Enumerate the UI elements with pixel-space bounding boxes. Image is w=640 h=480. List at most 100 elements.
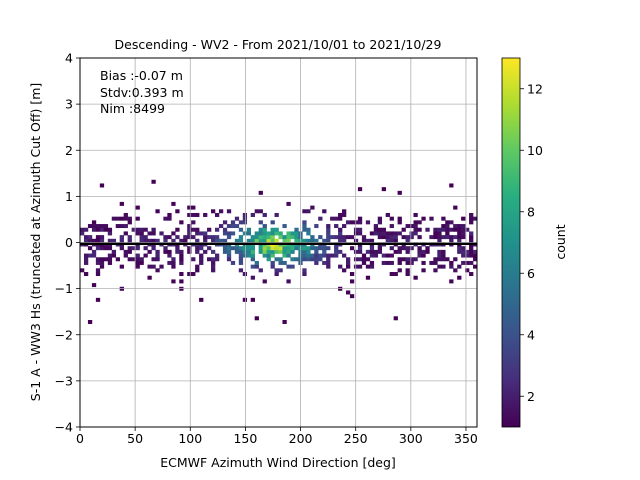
heatmap-cell — [199, 257, 204, 262]
heatmap-cell — [163, 249, 168, 254]
heatmap-cell — [238, 257, 244, 262]
heatmap-cell — [103, 246, 109, 251]
heatmap-cell — [421, 249, 426, 254]
heatmap-cell — [191, 257, 196, 262]
heatmap-cell — [274, 212, 279, 217]
heatmap-cell — [83, 227, 89, 232]
x-tick-label: 200 — [289, 431, 313, 446]
heatmap-cell — [139, 227, 144, 232]
heatmap-cell — [357, 257, 363, 262]
heatmap-cell — [270, 253, 275, 258]
heatmap-cell — [203, 249, 208, 254]
heatmap-cell — [357, 246, 363, 251]
heatmap-cell — [139, 257, 144, 262]
heatmap-cell — [306, 227, 311, 232]
heatmap-cell — [417, 253, 422, 258]
y-tick-label: −4 — [55, 420, 73, 435]
heatmap-cell — [262, 235, 267, 240]
heatmap-cell — [405, 246, 410, 251]
heatmap-cell — [195, 264, 200, 269]
heatmap-cell — [274, 238, 279, 243]
heatmap-cell — [214, 235, 220, 240]
heatmap-cell — [330, 253, 335, 258]
heatmap-cell — [127, 249, 132, 254]
heatmap-cell — [266, 253, 271, 258]
heatmap-cell — [222, 231, 228, 236]
heatmap-cell — [469, 220, 474, 225]
heatmap-cell — [91, 283, 97, 288]
heatmap-cell — [83, 272, 89, 277]
heatmap-cell — [429, 260, 434, 265]
heatmap-cell — [294, 257, 299, 262]
heatmap-cell — [87, 224, 93, 229]
heatmap-cell — [437, 227, 442, 232]
heatmap-cell — [429, 235, 434, 240]
heatmap-cell — [282, 260, 287, 265]
heatmap-cell — [417, 227, 422, 232]
heatmap-cell — [361, 257, 367, 262]
heatmap-cell — [389, 260, 394, 265]
heatmap-cell — [385, 212, 390, 217]
heatmap-cell — [175, 249, 180, 254]
heatmap-cell — [222, 220, 228, 225]
heatmap-cell — [203, 238, 208, 243]
heatmap-cell — [242, 272, 248, 277]
heatmap-cell — [469, 272, 474, 277]
heatmap-cell — [183, 238, 188, 243]
heatmap-cell — [242, 220, 248, 225]
heatmap-cell — [226, 246, 232, 251]
heatmap-cell — [191, 227, 196, 232]
heatmap-cell — [123, 249, 128, 254]
heatmap-cell — [302, 272, 307, 277]
heatmap-cell — [266, 235, 271, 240]
heatmap-cell — [417, 246, 422, 251]
heatmap-cell — [326, 260, 331, 265]
heatmap-cell — [409, 235, 414, 240]
heatmap-cell — [286, 264, 291, 269]
heatmap-cell — [461, 260, 466, 265]
heatmap-cell — [127, 246, 132, 251]
heatmap-cell — [171, 279, 176, 284]
heatmap-cell — [135, 205, 140, 210]
heatmap-cell — [453, 224, 458, 229]
heatmap-cell — [83, 253, 89, 258]
heatmap-cell — [349, 279, 355, 284]
heatmap-cell — [250, 246, 255, 251]
heatmap-cell — [389, 272, 394, 277]
heatmap-cell — [203, 235, 208, 240]
heatmap-cell — [397, 268, 402, 273]
heatmap-cell — [377, 220, 383, 225]
heatmap-cell — [286, 238, 291, 243]
heatmap-cell — [326, 238, 331, 243]
heatmap-cell — [131, 257, 136, 262]
heatmap-cell — [143, 253, 148, 258]
heatmap-cell — [441, 257, 446, 262]
heatmap-cell — [167, 260, 172, 265]
heatmap-cell — [369, 238, 375, 243]
y-tick-label: −3 — [55, 373, 73, 388]
heatmap-cell — [278, 246, 283, 251]
heatmap-cell — [91, 220, 97, 225]
heatmap-cell — [322, 249, 327, 254]
heatmap-cell — [111, 238, 117, 243]
heatmap-cell — [262, 246, 267, 251]
heatmap-cell — [238, 246, 244, 251]
heatmap-cell — [99, 246, 105, 251]
heatmap-cell — [211, 249, 216, 254]
heatmap-cell — [270, 231, 275, 236]
heatmap-cell — [274, 246, 279, 251]
heatmap-cell — [433, 268, 438, 273]
heatmap-cell — [409, 246, 414, 251]
heatmap-cell — [469, 231, 474, 236]
heatmap-cell — [310, 257, 315, 262]
heatmap-cell — [278, 231, 283, 236]
heatmap-cell — [258, 249, 263, 254]
heatmap-cell — [381, 227, 386, 232]
heatmap-cell — [163, 216, 168, 221]
heatmap-cell — [449, 183, 454, 188]
heatmap-cell — [95, 235, 101, 240]
heatmap-cell — [119, 238, 124, 243]
heatmap-cell — [250, 257, 255, 262]
heatmap-cell — [413, 275, 418, 280]
heatmap-cell — [433, 260, 438, 265]
